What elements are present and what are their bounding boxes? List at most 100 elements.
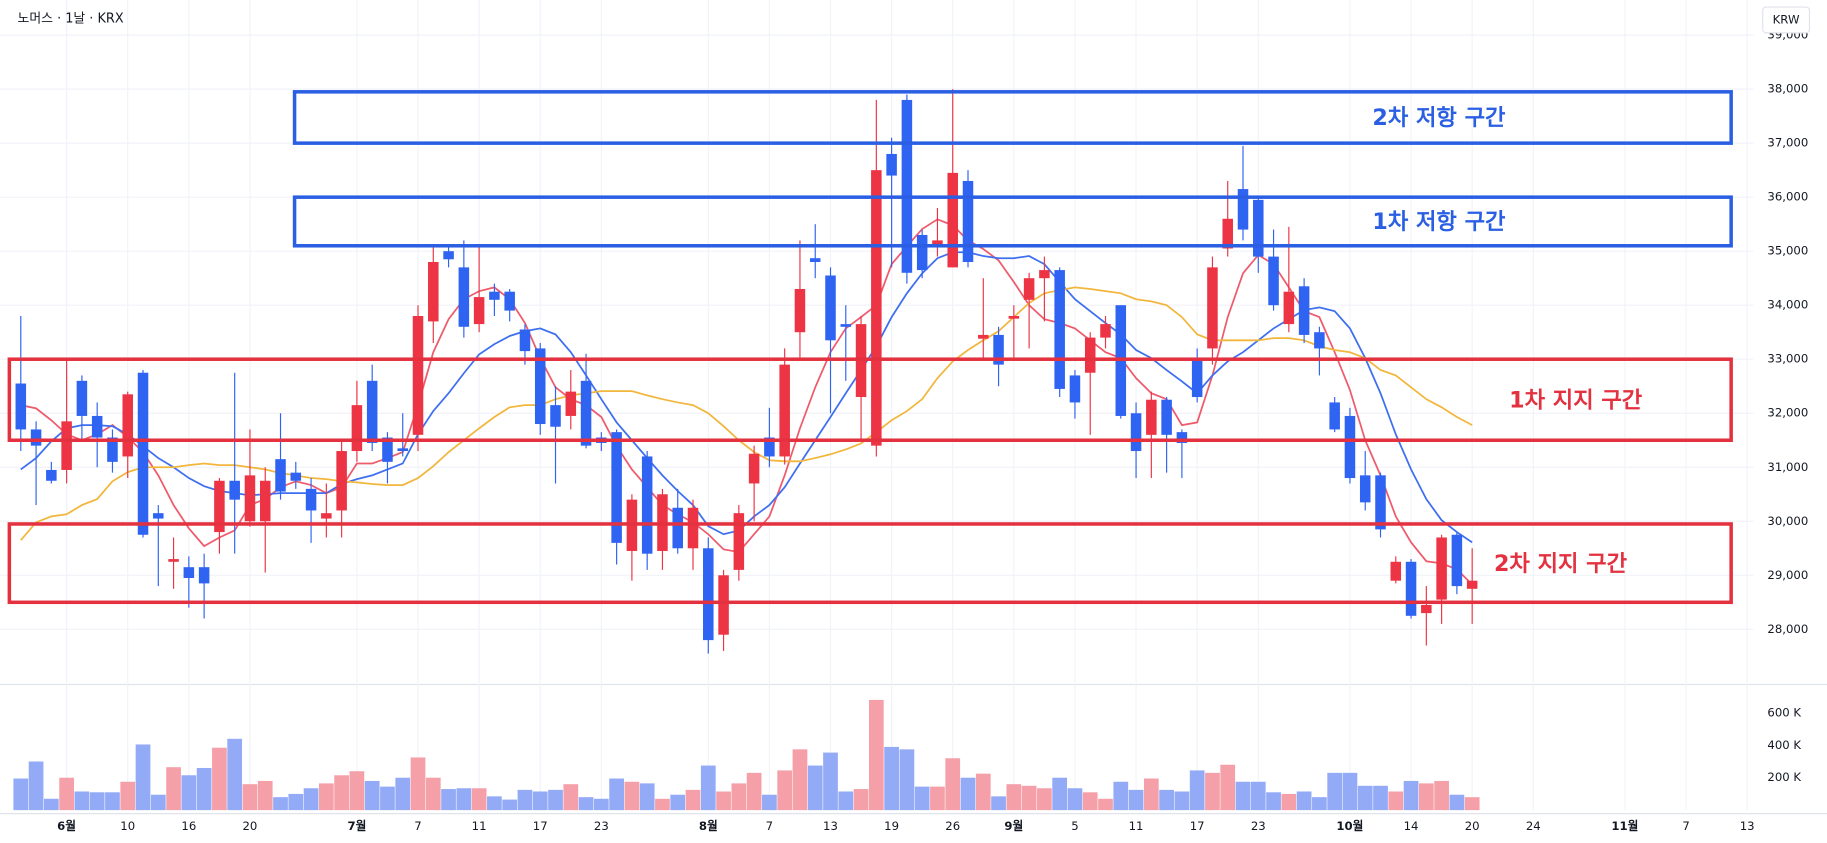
volume-bar — [1266, 792, 1281, 811]
volume-bar — [1235, 781, 1251, 811]
candle-body — [137, 372, 149, 535]
currency-label[interactable]: KRW — [1773, 12, 1800, 26]
volume-bar — [166, 767, 181, 811]
volume-bar — [120, 781, 136, 811]
candle-body — [1375, 475, 1386, 530]
candle-body — [794, 288, 806, 333]
x-tick-label: 8월 — [699, 819, 718, 833]
candle-body — [748, 453, 760, 484]
candle-body — [886, 153, 897, 176]
volume-bar — [1357, 785, 1373, 811]
axes: 28,000 29,000 30,000 31,000 32,000 33,000 34,0… — [57, 28, 1808, 833]
volume-bar — [395, 777, 411, 811]
volume-bar — [517, 789, 533, 811]
zone-box — [292, 195, 1733, 248]
candle-body — [1314, 332, 1325, 349]
zone-label: 2차 저항 구간 — [1372, 105, 1506, 131]
zone-label: 2차 지지 구간 — [1494, 551, 1628, 577]
zones: 2차 저항 구간 1차 저항 구간 1차 지지 구간 2차 지지 구간 — [7, 90, 1733, 605]
volume-bar — [1128, 789, 1144, 811]
x-tick-label: 24 — [1526, 819, 1541, 833]
volume-bar — [1312, 797, 1327, 811]
volume-bar — [731, 783, 747, 811]
y-tick-label: 38,000 — [1767, 82, 1808, 96]
candle-body — [1130, 413, 1142, 452]
candle-body — [244, 475, 256, 522]
candle-body — [351, 405, 363, 452]
volume-bar — [655, 798, 670, 811]
candle-body — [1466, 580, 1478, 589]
candle-body — [1069, 375, 1081, 403]
x-tick-label: 23 — [1251, 819, 1266, 833]
candle-body — [229, 480, 240, 500]
volume-bar — [502, 799, 518, 811]
volume-bar — [670, 794, 686, 811]
volume-bar — [487, 796, 502, 811]
candle-body — [978, 334, 989, 339]
volume-bar — [89, 792, 105, 811]
volume-bar — [823, 752, 838, 811]
candle-body — [1039, 270, 1050, 279]
candle-body — [840, 324, 852, 327]
y-tick-label: 31,000 — [1767, 460, 1808, 474]
candle-body — [290, 472, 302, 481]
candle-body — [76, 380, 88, 416]
volume-bar — [1098, 798, 1113, 811]
x-tick-label: 13 — [1740, 819, 1755, 833]
candle-body — [687, 507, 699, 549]
volume-bar — [716, 791, 731, 811]
candle-body — [489, 291, 500, 300]
volume-bar — [807, 765, 823, 811]
candle-body — [61, 421, 72, 470]
volume-bar — [135, 744, 151, 811]
volume-bar — [59, 777, 74, 811]
candle-body — [519, 329, 531, 352]
zone-box — [7, 522, 1733, 605]
volume-bar — [792, 749, 808, 811]
volume-pane — [13, 699, 1480, 811]
volume-bar — [639, 783, 655, 811]
volume-bar — [1327, 772, 1343, 811]
candle-body — [458, 267, 470, 327]
candle-body — [809, 258, 821, 262]
volume-bar — [13, 778, 29, 811]
y-tick-label: 30,000 — [1767, 514, 1808, 528]
volume-bar — [28, 761, 44, 811]
volume-bar — [853, 789, 869, 811]
volume-bar — [1143, 778, 1159, 811]
candle-body — [473, 297, 485, 325]
volume-bar — [746, 772, 762, 811]
volume-bar — [578, 797, 594, 811]
volume-bar — [1205, 772, 1220, 811]
x-tick-label: 10월 — [1336, 819, 1363, 833]
y-tick-label: 36,000 — [1767, 190, 1808, 204]
candle-body — [1390, 561, 1402, 581]
x-tick-label: 20 — [1465, 819, 1480, 833]
volume-bar — [318, 783, 334, 811]
candle-body — [932, 240, 943, 245]
candle-body — [183, 567, 195, 578]
x-tick-label: 19 — [884, 819, 899, 833]
x-tick-label: 11 — [1129, 819, 1144, 833]
volume-bar — [410, 757, 426, 811]
candle-body — [962, 180, 974, 262]
symbol-title: 노머스 · 1날 · KRX — [18, 11, 124, 26]
x-tick-label: 7 — [414, 819, 421, 833]
volume-bar — [181, 775, 197, 811]
volume-bar — [105, 792, 120, 811]
x-tick-label: 13 — [823, 819, 838, 833]
candle-body — [1359, 475, 1371, 503]
volume-bar — [196, 767, 212, 811]
candle-body — [366, 380, 378, 443]
x-tick-label: 16 — [181, 819, 196, 833]
volume-bar — [868, 699, 884, 811]
volume-bar — [945, 758, 961, 811]
currency-box[interactable] — [1762, 6, 1811, 34]
candle-body — [718, 575, 729, 635]
candle-body — [993, 334, 1004, 365]
candle-body — [1253, 199, 1264, 257]
candle-body — [1344, 415, 1356, 479]
candle-body — [30, 429, 42, 446]
candle-body — [168, 559, 179, 562]
volume-bar — [1418, 783, 1434, 811]
